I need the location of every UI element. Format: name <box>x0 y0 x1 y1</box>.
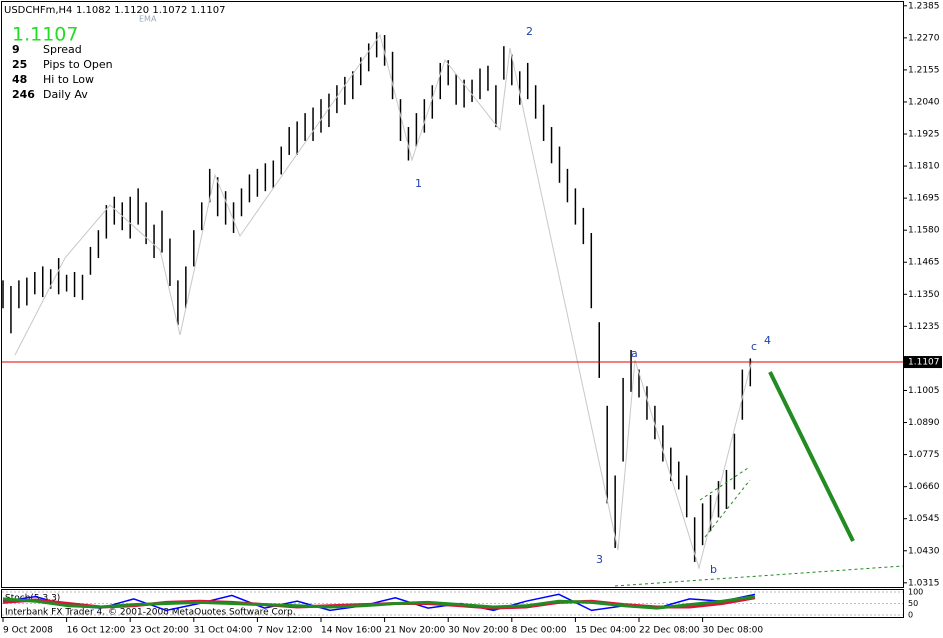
footer: Interbank FX Trader 4, © 2001-2008 MetaQ… <box>5 608 296 618</box>
y-tick-label: 1.1810 <box>908 162 940 172</box>
trend-line <box>614 565 904 587</box>
osc-tick-label: 0 <box>908 611 913 620</box>
osc-tick-label: 100 <box>908 588 923 597</box>
wave-label: 3 <box>596 553 603 566</box>
quote: 1.1082 1.1120 1.1072 1.1107 <box>76 5 226 16</box>
wave-label: b <box>710 563 717 576</box>
indicator-name: EMA <box>139 15 157 24</box>
wave-label: 2 <box>526 25 533 38</box>
info-label: Spread <box>43 43 82 56</box>
projection-arrow <box>768 371 855 542</box>
x-tick-label: 21 Nov 20:00 <box>385 626 446 636</box>
symbol: USDCHFm,H4 <box>4 5 72 16</box>
x-tick-label: 22 Dec 08:00 <box>639 626 700 636</box>
wave-label: c <box>751 340 757 353</box>
info-label: Hi to Low <box>43 73 94 86</box>
osc-line <box>2 595 756 610</box>
x-tick-label: 9 Oct 2008 <box>3 626 53 636</box>
wave-label: a <box>631 347 638 360</box>
current-price-box <box>904 356 942 369</box>
info-value: 9 <box>12 43 20 56</box>
y-tick-label: 1.1925 <box>908 130 940 140</box>
y-tick-label: 1.0775 <box>908 450 940 460</box>
oscillator-label: Stoch(5,3,3) <box>5 594 60 604</box>
x-tick-label: 23 Oct 20:00 <box>130 626 189 636</box>
y-tick-label: 1.0545 <box>908 514 940 524</box>
x-tick-label: 16 Oct 12:00 <box>67 626 126 636</box>
y-tick-label: 1.1695 <box>908 194 940 204</box>
y-tick-label: 1.1580 <box>908 226 940 236</box>
info-value: 246 <box>12 88 35 101</box>
y-tick-label: 1.2040 <box>908 97 940 107</box>
y-tick-label: 1.1465 <box>908 258 940 268</box>
info-value: 48 <box>12 73 27 86</box>
wave-label: 4 <box>764 334 771 347</box>
channel-line <box>699 467 749 501</box>
x-tick-label: 30 Nov 20:00 <box>448 626 509 636</box>
x-tick-label: 7 Nov 12:00 <box>257 626 312 636</box>
info-value: 25 <box>12 58 27 71</box>
big-price: 1.1107 <box>12 24 78 46</box>
osc-tick-label: 50 <box>908 599 918 608</box>
y-tick-label: 1.2155 <box>908 65 940 75</box>
y-tick-label: 1.0315 <box>908 578 940 588</box>
oscillator-frame <box>1 589 904 618</box>
info-label: Daily Av <box>43 88 88 101</box>
info-label: Pips to Open <box>43 58 113 71</box>
wave-label: 1 <box>415 177 422 190</box>
y-tick-label: 1.1235 <box>908 322 940 332</box>
y-tick-label: 1.2385 <box>908 1 940 11</box>
y-tick-label: 1.2270 <box>908 33 940 43</box>
x-tick-label: 15 Dec 04:00 <box>575 626 636 636</box>
y-tick-label: 1.1005 <box>908 386 940 396</box>
zigzag <box>14 33 753 570</box>
y-tick-label: 1.1350 <box>908 290 940 300</box>
y-tick-label: 1.0430 <box>908 546 940 556</box>
x-tick-label: 30 Dec 08:00 <box>703 626 764 636</box>
y-tick-label: 1.0660 <box>908 482 940 492</box>
current-price-label: 1.1107 <box>908 358 940 368</box>
y-tick-label: 1.0890 <box>908 418 940 428</box>
x-tick-label: 31 Oct 04:00 <box>194 626 253 636</box>
x-tick-label: 14 Nov 16:00 <box>321 626 382 636</box>
channel-line <box>704 479 751 538</box>
x-tick-label: 8 Dec 00:00 <box>512 626 567 636</box>
